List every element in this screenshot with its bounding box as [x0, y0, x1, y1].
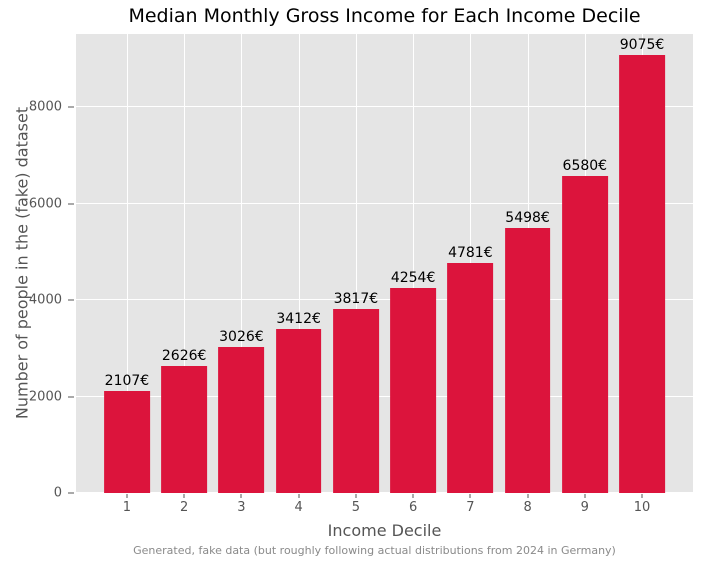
- x-tick-mark: [584, 494, 586, 498]
- y-tick-label: 6000: [28, 196, 62, 212]
- x-tick-label: 6: [408, 500, 418, 515]
- plot-area: 0 2000 4000 6000 8000 1 2 3 4 5 6 7 8 9 10 2107€ 2626€ 30…: [29, 34, 693, 514]
- x-gridline: [355, 34, 357, 493]
- x-tick-label: 10: [633, 500, 651, 515]
- y-tick-label: 2000: [28, 389, 62, 405]
- bar: [390, 287, 436, 493]
- x-tick-mark: [527, 494, 529, 498]
- x-tick-label: 4: [294, 500, 303, 515]
- y-gridline: [76, 299, 693, 301]
- y-tick-mark: [68, 396, 74, 398]
- bar: [619, 55, 665, 493]
- bar-value-label: 3026€: [219, 329, 264, 346]
- x-tick-mark: [183, 494, 185, 498]
- x-tick-label: 9: [580, 500, 589, 515]
- x-gridline: [126, 34, 128, 493]
- y-gridline: [76, 492, 693, 493]
- y-gridline: [76, 106, 693, 108]
- x-tick-label: 7: [466, 500, 475, 515]
- x-tick-mark: [355, 494, 357, 498]
- y-tick-mark: [68, 203, 74, 205]
- x-tick-label: 5: [351, 500, 361, 515]
- y-gridline: [76, 202, 693, 204]
- bar: [504, 227, 551, 493]
- bar-value-label: 5498€: [505, 209, 550, 226]
- y-tick-label: 4000: [28, 292, 62, 308]
- x-tick-label: 3: [237, 500, 246, 515]
- bar: [447, 262, 494, 493]
- x-tick-mark: [298, 494, 300, 498]
- x-gridline: [298, 34, 300, 493]
- bar-value-label: 6580€: [562, 157, 608, 174]
- x-tick-mark: [641, 494, 643, 498]
- bar: [275, 328, 322, 493]
- y-tick-label: 0: [53, 485, 62, 501]
- y-tick-label: 8000: [28, 99, 62, 115]
- x-gridline: [184, 34, 186, 493]
- x-tick-mark: [240, 494, 242, 498]
- y-gridline: [76, 395, 693, 397]
- x-tick-mark: [126, 494, 128, 498]
- bar-value-label: 2626€: [161, 348, 207, 365]
- x-tick-label: 2: [180, 500, 189, 515]
- x-tick-mark: [412, 494, 414, 498]
- bar: [561, 175, 608, 493]
- x-gridline: [413, 34, 415, 493]
- bar-value-label: 3412€: [276, 310, 321, 327]
- y-axis-label: Number of people in the (fake) dataset: [12, 106, 32, 420]
- x-axis-label: Income Decile: [327, 521, 442, 540]
- bar-value-label: 4254€: [390, 269, 436, 286]
- x-gridline: [241, 34, 243, 493]
- bar-value-label: 4781€: [448, 244, 493, 261]
- footnote: Generated, fake data (but roughly follow…: [133, 544, 616, 557]
- x-tick-label: 1: [122, 500, 132, 515]
- bar-value-label: 2107€: [104, 373, 150, 390]
- bar-value-label: 3817€: [333, 290, 379, 307]
- y-tick-mark: [68, 299, 74, 301]
- bar: [332, 308, 379, 493]
- bar-value-label: 9075€: [619, 37, 665, 54]
- y-tick-mark: [68, 492, 74, 494]
- x-tick-mark: [469, 494, 471, 498]
- x-tick-label: 8: [523, 500, 532, 515]
- bar: [161, 366, 208, 493]
- bar: [218, 347, 265, 493]
- chart-title: Median Monthly Gross Income for Each Inc…: [128, 5, 641, 27]
- y-tick-mark: [68, 106, 74, 108]
- bar: [104, 391, 150, 493]
